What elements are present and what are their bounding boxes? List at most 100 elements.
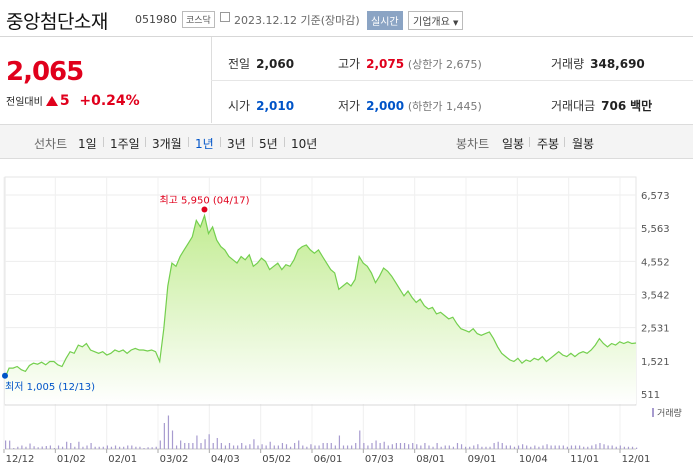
realtime-button[interactable]: 실시간	[367, 11, 403, 30]
volume-bar	[603, 444, 605, 449]
volume-bar	[57, 445, 60, 449]
tab-1w[interactable]: 1주일	[110, 137, 140, 151]
volume-bar	[522, 444, 524, 449]
volume-bar	[53, 448, 56, 449]
volume-label: 거래량	[551, 57, 585, 71]
volume-bar	[538, 446, 540, 449]
volume-bar	[383, 441, 385, 449]
upper-limit: (상한가 2,675)	[407, 58, 482, 71]
price-line	[4, 213, 637, 379]
volume-bar	[147, 447, 149, 449]
volume-bar	[232, 445, 235, 449]
volume-bar	[49, 445, 51, 449]
x-tick-label: 05/02	[262, 454, 291, 465]
volume-bar	[61, 446, 64, 449]
volume-bar	[355, 443, 357, 449]
volume-bar	[367, 445, 369, 449]
volume-bar	[351, 445, 353, 449]
amount-unit: 백만	[630, 99, 653, 113]
volume-bar	[583, 446, 585, 449]
x-tick-label: 11/01	[570, 454, 599, 465]
volume-bar	[387, 445, 389, 449]
volume-bar	[306, 446, 308, 449]
volume-bar	[9, 440, 11, 449]
volume-bar	[188, 443, 190, 449]
volume-bar	[513, 446, 516, 449]
tab-weekly[interactable]: 주봉	[537, 137, 560, 151]
tab-3m[interactable]: 3개월	[152, 137, 182, 151]
volume-bar	[432, 446, 434, 449]
prev-value: 2,060	[256, 57, 295, 71]
volume-bar	[611, 445, 613, 449]
volume-bar	[94, 446, 96, 449]
volume-bar	[29, 443, 31, 449]
volume-bar	[375, 440, 377, 449]
volume-bar	[570, 445, 573, 449]
y-tick-label: 511	[641, 390, 660, 401]
volume-bar	[326, 443, 328, 449]
company-info-dropdown[interactable]: 기업개요 ▼	[408, 11, 464, 30]
volume-bar	[228, 443, 231, 449]
high-label: 고가	[338, 57, 361, 71]
volume-bar	[489, 446, 491, 449]
line-chart-header: 선차트	[34, 137, 68, 151]
volume-bar	[363, 443, 365, 449]
volume-bar	[542, 445, 544, 449]
quote-date: 2023.12.12 기준(장마감)	[234, 12, 360, 28]
volume-bar	[424, 443, 426, 449]
volume-bar	[399, 443, 402, 449]
tab-monthly[interactable]: 월봉	[572, 137, 595, 151]
open-price: 시가 2,010	[228, 97, 294, 114]
volume-bar	[420, 445, 422, 449]
change-value: 5	[59, 93, 70, 109]
volume-bar	[294, 443, 296, 449]
tab-3y[interactable]: 3년	[227, 137, 246, 151]
volume-bar	[281, 443, 284, 449]
date-value: 2023.12.12	[234, 14, 297, 27]
volume-bar	[269, 441, 271, 449]
company-info-label: 기업개요	[413, 17, 450, 28]
volume-bar	[118, 446, 121, 449]
volume-bar	[371, 443, 373, 449]
y-tick-label: 3,542	[641, 291, 670, 302]
tab-separator	[220, 137, 221, 147]
y-tick-label: 1,521	[641, 357, 670, 368]
volume-bar	[440, 446, 442, 449]
tab-1y[interactable]: 1년	[195, 137, 214, 151]
volume-bar	[127, 445, 129, 449]
volume-bar	[289, 446, 292, 449]
volume-bar	[554, 445, 556, 449]
volume-bar	[465, 446, 467, 449]
volume-bar	[456, 443, 459, 449]
volume-bar	[86, 445, 88, 449]
volume-bar	[359, 430, 361, 449]
volume-bar	[566, 446, 568, 449]
tab-5y[interactable]: 5년	[259, 137, 278, 151]
date-basis: 기준(장마감)	[300, 14, 360, 27]
volume-bar	[579, 445, 581, 449]
volume-bar	[257, 445, 259, 449]
volume-bar	[631, 446, 634, 449]
volume-bar	[70, 443, 72, 449]
tab-separator	[188, 137, 189, 147]
volume-bar	[395, 443, 398, 449]
x-tick-label: 10/04	[519, 454, 548, 465]
high-point-marker	[201, 206, 208, 213]
price-chart: 최고 5,950 (04/17) 최저 1,005 (12/13) 6,573 5,…	[2, 176, 682, 465]
tab-1d[interactable]: 1일	[78, 137, 97, 151]
volume-bar	[530, 446, 532, 449]
volume-bar	[408, 444, 410, 449]
volume-bar	[110, 446, 113, 449]
volume-bar	[481, 446, 483, 449]
low-price: 저가 2,000 (하한가 1,445)	[338, 97, 482, 114]
volume-bar	[587, 446, 589, 449]
tab-10y[interactable]: 10년	[291, 137, 318, 151]
volume-bar	[212, 443, 214, 449]
tab-separator	[284, 137, 285, 147]
volume-bar	[273, 445, 275, 449]
stock-name: 중앙첨단소재	[6, 11, 108, 33]
tab-daily[interactable]: 일봉	[502, 137, 525, 151]
volume-bar	[436, 443, 438, 449]
volume-bar	[5, 440, 7, 449]
volume-bar	[334, 445, 336, 449]
